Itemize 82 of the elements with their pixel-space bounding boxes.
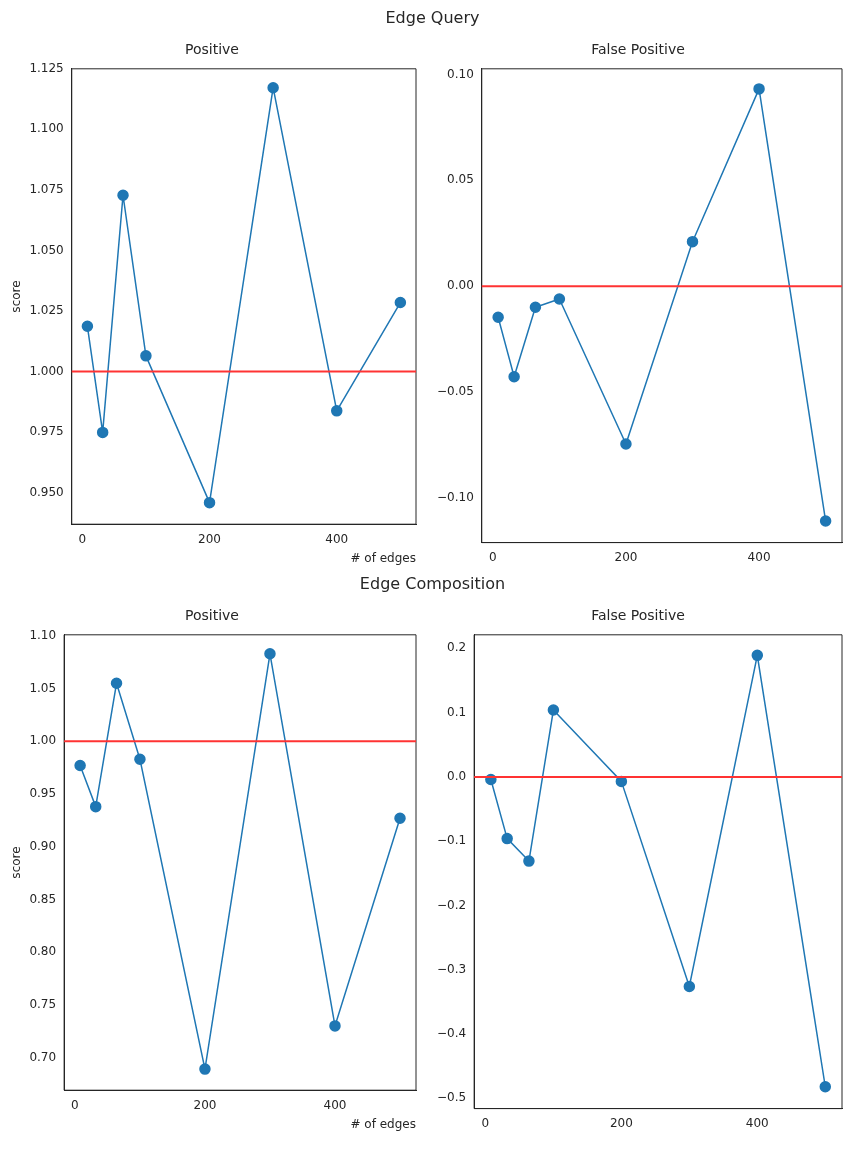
chart-title: Positive [185, 41, 239, 58]
point [267, 81, 279, 94]
y-tick-label: 1.100 [29, 121, 64, 136]
point [819, 515, 832, 527]
y-tick-label: 0.05 [447, 172, 474, 187]
x-tick-label: 400 [747, 549, 771, 564]
point [203, 496, 216, 509]
x-tick-label: 200 [193, 1097, 217, 1112]
x-tick-label: 200 [614, 549, 638, 564]
point [140, 350, 152, 362]
y-tick-label: −0.05 [436, 384, 474, 399]
point [81, 320, 94, 333]
point [529, 301, 542, 314]
y-tick-label: 1.00 [29, 733, 57, 748]
y-axis-title: score [9, 280, 24, 313]
point [547, 704, 560, 716]
point [553, 293, 566, 305]
y-tick-label: 0.1 [447, 704, 467, 719]
y-tick-label: 1.075 [29, 182, 64, 197]
chart-title: Positive [185, 607, 239, 624]
point [329, 1020, 341, 1032]
y-axis-title: score [9, 846, 24, 879]
point [74, 759, 86, 772]
y-tick-label: 0.75 [29, 996, 57, 1011]
point [508, 370, 520, 383]
x-axis-title: # of edges [350, 1116, 416, 1131]
x-tick-label: 200 [198, 531, 221, 546]
y-tick-label: 1.05 [29, 680, 57, 695]
y-tick-label: −0.1 [437, 833, 467, 848]
y-tick-label: 0.950 [29, 484, 64, 499]
point [753, 83, 765, 95]
x-tick-label: 200 [609, 1115, 633, 1130]
y-tick-label: 1.025 [29, 303, 64, 318]
point [110, 677, 123, 690]
y-tick-label: 0.00 [447, 278, 474, 293]
chart-subtitle: Edge Query [384, 8, 481, 28]
chart-title: False Positive [591, 607, 685, 624]
y-tick-label: 1.10 [29, 627, 57, 642]
chart-subtitle: Edge Composition [358, 574, 507, 594]
point [683, 980, 696, 993]
y-tick-label: −0.4 [437, 1026, 467, 1041]
point [199, 1063, 211, 1075]
y-tick-label: −0.5 [437, 1090, 467, 1105]
x-tick-label: 0 [71, 1097, 79, 1112]
x-tick-label: 0 [481, 1115, 490, 1130]
x-tick-label: 400 [745, 1115, 769, 1130]
point [330, 405, 343, 417]
point [501, 832, 513, 845]
x-tick-label: 400 [323, 1097, 347, 1112]
y-tick-label: 0.80 [29, 944, 57, 959]
point [394, 296, 407, 309]
y-tick-label: 0.95 [29, 786, 57, 801]
y-tick-label: 1.050 [29, 242, 64, 257]
point [134, 753, 146, 765]
point [523, 855, 535, 867]
y-tick-label: 0.2 [447, 640, 467, 655]
point [751, 649, 764, 662]
y-tick-label: 0.90 [29, 838, 57, 853]
x-tick-label: 0 [78, 531, 87, 546]
point [394, 812, 406, 824]
x-tick-label: 0 [489, 549, 497, 564]
point [819, 1080, 832, 1093]
point [620, 438, 632, 450]
point [492, 311, 504, 323]
y-tick-label: −0.2 [437, 897, 467, 912]
point [264, 648, 276, 660]
point [686, 235, 699, 248]
chart-title: False Positive [591, 41, 685, 58]
point [89, 800, 102, 813]
point [117, 189, 129, 201]
y-tick-label: 1.125 [29, 60, 64, 75]
y-tick-label: −0.10 [436, 489, 474, 504]
x-tick-label: 400 [325, 531, 349, 546]
y-tick-label: 0.10 [447, 66, 474, 81]
y-tick-label: 0.70 [29, 1049, 57, 1064]
y-tick-label: 0.975 [29, 424, 64, 439]
point [96, 426, 109, 439]
y-tick-label: 1.000 [29, 363, 64, 378]
x-axis-title: # of edges [350, 550, 416, 565]
y-tick-label: 0.0 [447, 769, 467, 783]
y-tick-label: 0.85 [29, 891, 57, 906]
y-tick-label: −0.3 [437, 961, 467, 976]
